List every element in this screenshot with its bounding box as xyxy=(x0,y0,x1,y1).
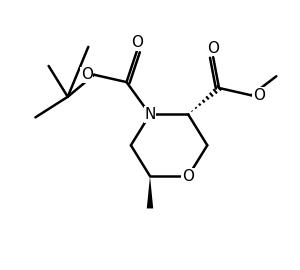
Text: O: O xyxy=(131,35,143,50)
Text: N: N xyxy=(144,107,156,122)
Text: O: O xyxy=(182,169,194,184)
Polygon shape xyxy=(147,176,153,208)
Text: O: O xyxy=(81,67,93,82)
Text: O: O xyxy=(253,88,265,103)
Text: O: O xyxy=(207,41,219,56)
